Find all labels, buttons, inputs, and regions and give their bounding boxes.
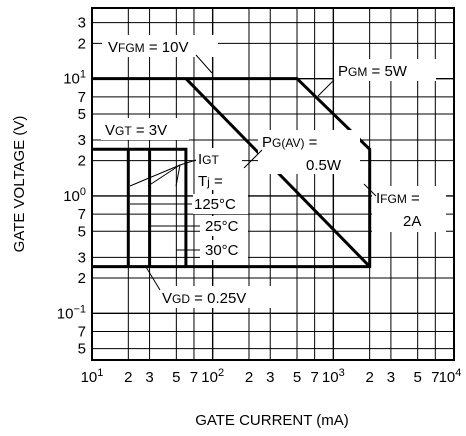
pgav-label: PG(AV) = (262, 134, 318, 151)
igt-label-bg (196, 148, 242, 190)
y-axis-title: GATE VOLTAGE (V) (11, 116, 28, 253)
x-tick-label: 101 (81, 367, 104, 386)
x-tick-label: 3 (266, 369, 274, 386)
plot-frame (91, 7, 455, 361)
vgt-label: VGT = 3V (105, 122, 167, 139)
y-tick-label: 100 (63, 186, 86, 205)
ifgm-value: 2A (403, 213, 421, 230)
igt-leader-c (175, 164, 181, 187)
pgm-leader (317, 79, 335, 97)
vgd-label-bg (158, 286, 282, 308)
pgm-label-bg (334, 59, 436, 81)
igt-label: IGT (198, 151, 220, 168)
y-tick-label: 7 (78, 89, 86, 106)
x-tick-label: 7 (310, 369, 318, 386)
y-tick-label: 7 (78, 206, 86, 223)
x-tick-label: 102 (201, 367, 224, 386)
y-tick-label: 10−1 (57, 303, 86, 322)
pgav-label-bg (258, 130, 360, 174)
x-tick-label: 3 (145, 369, 153, 386)
x-tick-label: 2 (245, 369, 253, 386)
igt-leader-b (147, 164, 181, 187)
y-tick-label: 5 (78, 223, 86, 240)
vgt-label-bg (101, 118, 189, 140)
x-tick-label: 3 (387, 369, 395, 386)
y-tick-label: 3 (78, 132, 86, 149)
y-tick-label: 3 (78, 249, 86, 266)
x-tick-label: 5 (414, 369, 422, 386)
pgav-leader (243, 149, 263, 169)
y-tick-label: 7 (78, 323, 86, 340)
ifgm-label-bg (372, 186, 446, 232)
x-tick-label: 103 (322, 367, 345, 386)
y-tick-label: 2 (78, 35, 86, 52)
vfgm-leader (195, 54, 213, 74)
y-tick-label: 2 (78, 153, 86, 170)
vgd-label: VGD = 0.25V (162, 290, 246, 307)
x-axis-title: GATE CURRENT (mA) (195, 412, 349, 429)
y-tick-label: 2 (78, 270, 86, 287)
vgd-leader (145, 266, 161, 291)
x-tick-label: 7 (190, 369, 198, 386)
tick-labels: 101 2 3 5 7 102 2 3 5 7 103 2 3 5 7 1043210175321007532… (57, 15, 462, 386)
t25-label-bg (200, 216, 248, 236)
vfgm-label: VFGM = 10V (108, 39, 188, 56)
y-tick-label: 5 (78, 106, 86, 123)
x-tick-label: 104 (439, 367, 462, 386)
x-tick-label: 2 (124, 369, 132, 386)
t125-label-bg (193, 194, 248, 214)
x-tick-label: 7 (431, 369, 439, 386)
pgm-label: PGM = 5W (338, 63, 408, 80)
vfgm-label-bg (102, 35, 218, 57)
annotations: VFGM = 10V PGM = 5W VGT = 3V PG(AV) = 0.… (101, 35, 446, 308)
series-line-2 (92, 147, 188, 267)
tj-label: Tj = (198, 173, 223, 190)
y-tick-label: 101 (63, 69, 86, 88)
y-tick-label: 5 (78, 341, 86, 358)
ifgm-leader (363, 183, 377, 197)
t30-label: 30°C (205, 242, 239, 259)
t25-label: 25°C (205, 218, 239, 235)
ifgm-label: IFGM = (376, 190, 420, 207)
series-line-1 (92, 77, 372, 269)
pgav-value: 0.5W (306, 157, 342, 174)
t125-label: 125°C (194, 196, 236, 213)
x-tick-label: 5 (172, 369, 180, 386)
y-tick-label: 3 (78, 15, 86, 32)
t30-label-bg (200, 240, 248, 260)
x-tick-label: 5 (293, 369, 301, 386)
x-tick-label: 2 (365, 369, 373, 386)
